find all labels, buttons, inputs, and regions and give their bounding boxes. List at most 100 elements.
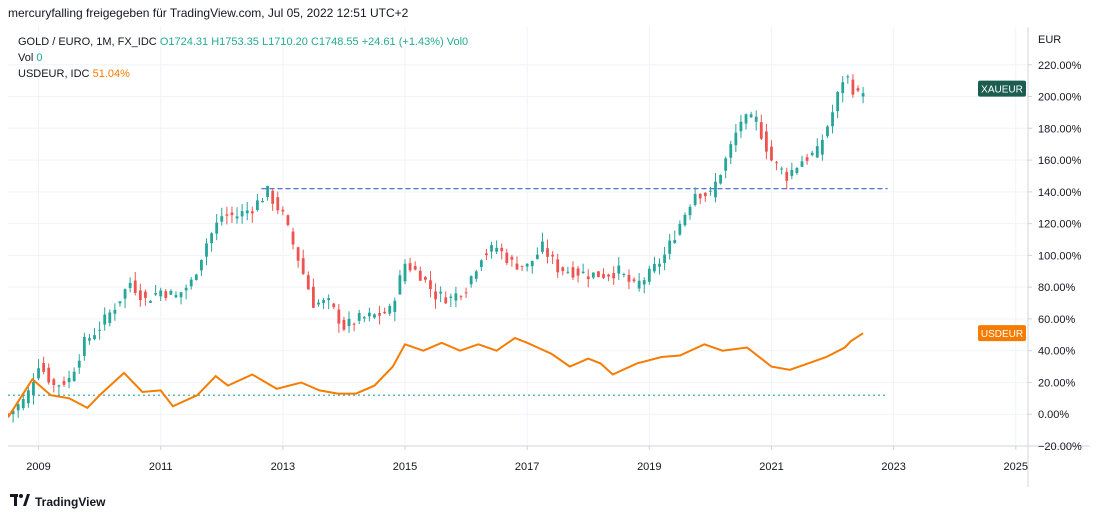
candle-body xyxy=(413,266,417,270)
legend-usdeur-value: 51.04% xyxy=(92,68,130,80)
candle-body xyxy=(846,76,850,78)
candle-body xyxy=(754,116,758,122)
candle-body xyxy=(759,122,763,139)
candle-body xyxy=(311,286,315,308)
candle-body xyxy=(663,254,666,264)
candle-body xyxy=(118,301,122,304)
tradingview-footer: TradingView xyxy=(10,494,105,509)
candle-body xyxy=(393,300,397,312)
candle-body xyxy=(337,309,341,324)
candle-body xyxy=(566,271,570,273)
candle-body xyxy=(602,274,605,278)
x-tick-label: 2021 xyxy=(759,461,783,473)
candle-body xyxy=(683,214,687,226)
candle-body xyxy=(352,323,356,325)
candle-body xyxy=(378,313,381,316)
candle-body xyxy=(617,265,621,274)
price-chart[interactable]: EUR −20.00% 0.00% 20.00% 40.00% 60.00% 80.00% 1… xyxy=(8,27,1090,487)
candle-body xyxy=(515,263,519,270)
candle-body xyxy=(678,224,682,235)
grid-lines xyxy=(8,27,1028,447)
candle-body xyxy=(215,222,219,234)
y-tick-label: 200.00% xyxy=(1038,92,1082,104)
candle-body xyxy=(98,329,102,331)
candle-body xyxy=(739,121,743,132)
candle-body xyxy=(647,268,651,282)
candle-body xyxy=(571,267,575,278)
candle-body xyxy=(530,260,534,267)
candle-body xyxy=(770,146,773,161)
candle-body xyxy=(627,274,631,282)
candle-body xyxy=(764,131,768,152)
y-tick-label: 40.00% xyxy=(1038,346,1076,358)
candle-body xyxy=(276,197,280,211)
candle-body xyxy=(495,247,499,252)
y-tick-label: 20.00% xyxy=(1038,377,1076,389)
candle-body xyxy=(831,112,834,127)
candle-body xyxy=(205,243,208,257)
candle-body xyxy=(434,291,437,300)
candle-body xyxy=(826,126,829,137)
candle-body xyxy=(367,312,371,317)
candle-body xyxy=(693,193,697,205)
candle-body xyxy=(271,190,275,204)
candle-body xyxy=(164,291,168,298)
candle-body xyxy=(194,274,198,280)
candle-body xyxy=(454,293,458,301)
y-tick-label: 80.00% xyxy=(1038,282,1076,294)
candle-body xyxy=(490,245,493,252)
candle-body xyxy=(444,297,448,304)
candle-body xyxy=(52,379,56,386)
candle-body xyxy=(57,385,61,387)
legend-low: L1710.20 xyxy=(261,36,308,48)
candle-body xyxy=(551,254,555,257)
candle-body xyxy=(459,296,463,298)
candle-body xyxy=(281,209,285,212)
candle-body xyxy=(556,259,560,273)
tradingview-brand: TradingView xyxy=(35,494,106,509)
candle-body xyxy=(388,306,392,314)
legend-high: H1753.35 xyxy=(211,36,259,48)
candle-body xyxy=(861,93,865,97)
candle-body xyxy=(240,211,244,217)
candle-body xyxy=(485,253,488,256)
x-tick-label: 2011 xyxy=(149,461,173,473)
candle-body xyxy=(734,132,738,146)
candle-body xyxy=(622,273,626,275)
candle-body xyxy=(724,158,728,171)
candle-body xyxy=(703,192,707,197)
y-tick-label: 140.00% xyxy=(1038,187,1082,199)
candle-body xyxy=(612,272,616,279)
candle-body xyxy=(464,292,468,294)
candle-body xyxy=(810,152,814,156)
candle-body xyxy=(149,300,152,303)
candle-body xyxy=(505,252,509,264)
x-tick-label: 2015 xyxy=(393,461,417,473)
candle-body xyxy=(423,276,427,280)
candle-body xyxy=(785,171,789,181)
candle-body xyxy=(332,303,336,308)
candlestick-series xyxy=(8,74,865,423)
candle-body xyxy=(220,216,224,222)
y-tick-label: 220.00% xyxy=(1038,60,1082,72)
candle-body xyxy=(597,271,600,278)
candle-body xyxy=(72,371,76,382)
candle-body xyxy=(154,293,158,295)
candle-body xyxy=(714,181,717,198)
candle-body xyxy=(851,79,855,95)
legend-close: C1748.55 xyxy=(310,36,359,48)
candle-body xyxy=(439,291,443,294)
candle-body xyxy=(775,162,778,164)
candle-body xyxy=(357,313,361,321)
candle-body xyxy=(322,300,325,304)
candle-body xyxy=(138,290,142,301)
candle-body xyxy=(744,114,748,124)
candle-body xyxy=(235,216,239,219)
candle-body xyxy=(261,200,264,203)
candle-body xyxy=(749,114,753,118)
x-tick-label: 2019 xyxy=(637,461,661,473)
candle-body xyxy=(47,367,51,383)
candle-body xyxy=(8,413,10,415)
chart-area[interactable]: EUR −20.00% 0.00% 20.00% 40.00% 60.00% 80.00% 1… xyxy=(8,27,1090,487)
candle-body xyxy=(856,88,860,91)
